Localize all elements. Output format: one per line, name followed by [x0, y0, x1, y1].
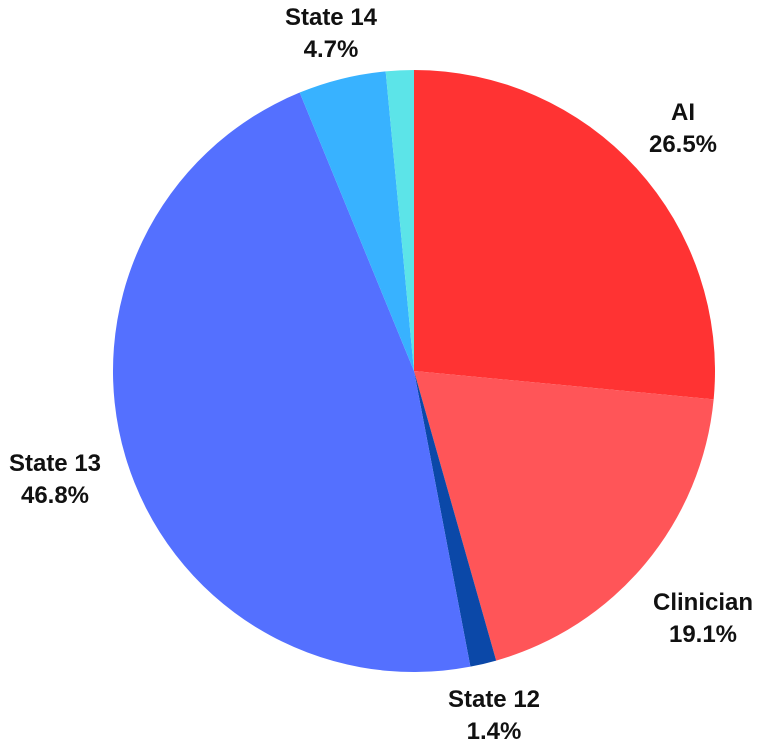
slice-percent-state-14: 4.7%: [304, 36, 359, 63]
slice-percent-state-13: 46.8%: [21, 482, 89, 509]
pie-slice-ai: [414, 70, 715, 400]
slice-label-clinician: Clinician: [653, 589, 753, 616]
slice-label-state-13: State 13: [9, 450, 101, 477]
slice-percent-state-12: 1.4%: [467, 718, 522, 744]
pie-slice-state-12: [414, 371, 497, 667]
slice-label-state-14: State 14: [285, 4, 378, 31]
pie-slices: [112, 70, 715, 673]
pie-slice-state-13: [112, 92, 471, 673]
pie-labels: AI 26.5% Clinician 19.1% State 12 1.4% State 1…: [9, 4, 753, 744]
pie-slice-state-14: [299, 71, 414, 371]
slice-label-state-12: State 12: [448, 686, 540, 713]
pie-slice-clinician: [414, 371, 714, 661]
slice-percent-clinician: 19.1%: [669, 621, 737, 648]
slice-percent-ai: 26.5%: [649, 131, 717, 158]
pie-slice-unlabeled-5: [385, 70, 414, 371]
slice-label-ai: AI: [671, 99, 695, 126]
